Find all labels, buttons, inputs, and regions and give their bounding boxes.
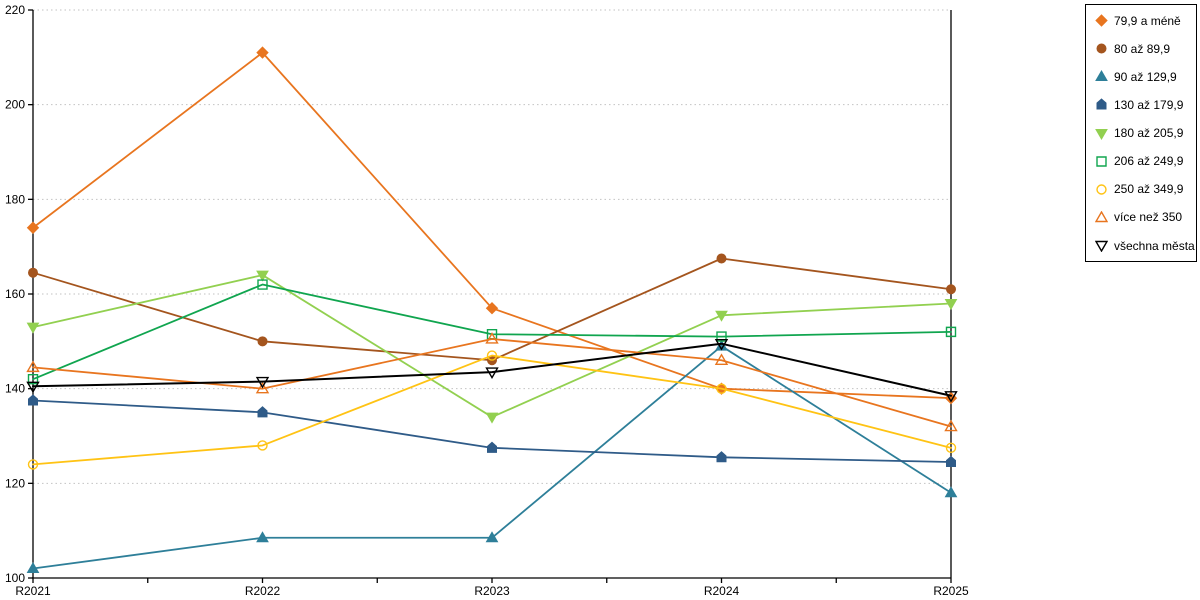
data-point-marker <box>26 562 40 574</box>
legend-item: 130 až 179,9 <box>1095 98 1196 111</box>
legend-label: všechna města <box>1114 238 1195 253</box>
data-point-marker <box>485 531 499 543</box>
data-point-marker <box>714 353 729 365</box>
legend-label: 80 až 89,9 <box>1114 41 1171 56</box>
x-tick-label: R2025 <box>933 584 969 598</box>
data-point-marker <box>714 339 729 351</box>
x-tick-label: R2024 <box>704 584 740 598</box>
legend-item: 206 až 249,9 <box>1095 155 1196 168</box>
legend-item: více než 350 <box>1095 210 1196 225</box>
data-point-marker <box>485 332 499 344</box>
data-point-marker <box>716 253 727 264</box>
data-point-marker <box>946 284 956 295</box>
y-tick-label: 100 <box>5 571 25 585</box>
data-point-marker <box>485 301 499 315</box>
data-point-marker <box>946 455 956 468</box>
legend-item: všechna města <box>1095 239 1196 252</box>
data-point-marker <box>715 310 728 322</box>
data-point-marker <box>255 376 270 389</box>
data-point-marker <box>256 46 269 59</box>
data-point-marker <box>487 441 497 453</box>
legend-marker-shape <box>1096 98 1107 110</box>
data-point-marker <box>257 279 268 290</box>
data-point-marker <box>257 336 268 347</box>
data-point-marker <box>257 440 268 451</box>
legend-item: 180 až 205,9 <box>1095 127 1196 140</box>
pentagon-icon <box>1096 98 1107 110</box>
data-point-marker <box>944 298 958 310</box>
triangle-icon <box>1095 70 1108 82</box>
y-tick-label: 220 <box>5 3 25 17</box>
triangle-down-icon <box>1095 128 1108 140</box>
data-point-marker <box>716 451 727 463</box>
chart-svg: 100 120 140 160 180 200 220 R2021 R2022 R2023 R202… <box>5 3 969 598</box>
triangle-icon <box>1095 210 1108 223</box>
series-line-8 <box>32 338 952 428</box>
data-point-marker <box>28 394 38 406</box>
legend-marker-shape <box>1095 128 1108 140</box>
line-chart-plot: 100 120 140 160 180 200 220 R2021 R2022 R2023 R202… <box>5 3 969 598</box>
x-tick-label: R2022 <box>245 584 281 598</box>
data-point-marker <box>28 267 38 278</box>
data-point-marker <box>255 381 270 394</box>
data-point-marker <box>257 406 268 418</box>
triangle-down-icon <box>1095 240 1108 252</box>
legend-label: 90 až 129,9 <box>1114 69 1177 84</box>
x-tick-label: R2021 <box>15 584 51 598</box>
data-point-marker <box>944 419 958 432</box>
legend-marker-shape <box>1095 14 1108 27</box>
legend-marker-shape <box>1096 155 1107 167</box>
legend-marker-shape <box>1095 70 1108 82</box>
data-point-marker <box>945 442 957 454</box>
legend-marker-shape <box>1095 210 1108 223</box>
data-point-marker <box>256 531 269 543</box>
legend-label: 206 až 249,9 <box>1114 154 1184 169</box>
y-tick-label: 120 <box>5 476 25 490</box>
data-point-marker <box>485 367 499 379</box>
data-point-marker <box>716 383 727 394</box>
series-line-5 <box>32 274 952 418</box>
y-tick-label: 200 <box>5 98 25 112</box>
chart-legend: 79,9 a méně 80 až 89,9 90 až 129,9 130 až 1… <box>1085 4 1197 262</box>
legend-label: 180 až 205,9 <box>1114 126 1184 140</box>
square-icon <box>1096 155 1107 167</box>
data-point-marker <box>26 322 40 334</box>
circle-icon <box>1096 43 1107 54</box>
y-tick-label: 140 <box>5 382 25 396</box>
x-tick-label: R2023 <box>474 584 510 598</box>
legend-label: více než 350 <box>1114 210 1183 225</box>
legend-marker-shape <box>1095 240 1108 252</box>
data-point-marker <box>944 486 958 498</box>
data-point-marker <box>26 360 40 373</box>
data-point-marker <box>945 326 957 338</box>
legend-label: 79,9 a méně <box>1114 13 1181 28</box>
legend-item: 90 až 129,9 <box>1095 70 1196 83</box>
y-tick-label: 160 <box>5 287 25 301</box>
legend-item: 250 až 349,9 <box>1095 183 1196 196</box>
y-tick-label: 180 <box>5 192 25 206</box>
series-line-9 <box>32 342 952 397</box>
legend-item: 79,9 a méně <box>1095 14 1196 27</box>
series-line-7 <box>32 354 952 466</box>
data-point-marker <box>26 221 40 234</box>
data-point-marker <box>26 381 40 394</box>
legend-label: 130 až 179,9 <box>1114 97 1184 112</box>
legend-marker-shape <box>1096 184 1107 195</box>
circle-icon <box>1096 184 1107 195</box>
data-point-marker <box>485 412 499 424</box>
data-point-marker <box>944 391 958 403</box>
data-point-marker <box>486 350 498 361</box>
data-point-marker <box>256 270 269 282</box>
legend-item: 80 až 89,9 <box>1095 42 1196 55</box>
legend-label: 250 až 349,9 <box>1114 182 1184 197</box>
data-point-marker <box>27 459 39 470</box>
legend-marker-shape <box>1096 43 1107 54</box>
diamond-icon <box>1095 14 1108 27</box>
